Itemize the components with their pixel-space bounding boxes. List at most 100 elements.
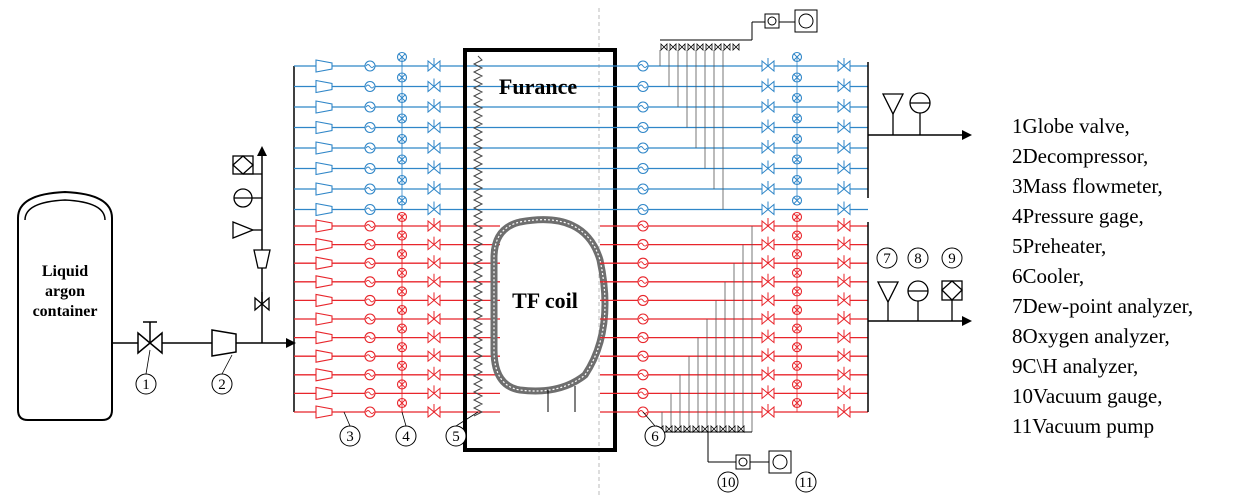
cooler-wave xyxy=(638,279,648,284)
vacuum-pump-icon xyxy=(768,450,792,474)
component-number-10: 10 xyxy=(717,471,739,493)
valve-icon xyxy=(710,425,718,433)
number-circle xyxy=(941,247,963,269)
coil-label: TF coil xyxy=(512,288,578,313)
vacuum-pump-rotor xyxy=(798,13,814,29)
flow-wave-icon xyxy=(365,125,375,130)
cooler-wave xyxy=(638,224,648,228)
lower-analyzers xyxy=(876,280,963,321)
number-label: 6 xyxy=(651,429,659,445)
number-label: 5 xyxy=(452,429,460,445)
legend-item-6: 6Cooler, xyxy=(1012,264,1084,288)
valve-icon xyxy=(696,43,704,51)
number-circle xyxy=(717,471,739,493)
valve-icon xyxy=(674,425,682,433)
gage-cross xyxy=(793,197,801,204)
flow-wave-icon xyxy=(365,187,375,191)
preheater-icon xyxy=(472,55,484,417)
component-number-5: 5 xyxy=(445,425,467,447)
valve-icon xyxy=(687,43,695,51)
vacuum-system-top xyxy=(660,9,818,51)
legend-item-7: 7Dew-point analyzer, xyxy=(1012,294,1193,318)
container-label-line2: argon xyxy=(45,283,85,300)
flow-wave-icon xyxy=(365,391,375,396)
leader-line xyxy=(221,354,233,375)
vacuum-pump-rotor xyxy=(772,454,788,470)
vacuum-system-bottom xyxy=(655,425,792,474)
legend-item-3: 3Mass flowmeter, xyxy=(1012,174,1163,198)
number-label: 11 xyxy=(799,475,813,491)
leader-line xyxy=(343,411,351,427)
number-label: 4 xyxy=(402,429,410,445)
decompressor-icon xyxy=(315,79,333,94)
vacuum-gauge-icon xyxy=(764,13,780,29)
cooler-wave xyxy=(638,261,648,266)
valve-icon xyxy=(714,43,722,51)
container-label-line1: Liquid xyxy=(42,263,88,280)
flow-wave-icon xyxy=(365,354,375,359)
vacuum-gauge-dial xyxy=(738,457,748,467)
cooler-wave xyxy=(638,317,648,321)
decompressor-icon xyxy=(315,405,333,419)
tf-coil: TF coil xyxy=(490,216,609,412)
vacuum-gauge-dial xyxy=(767,16,777,26)
ch-analyzer-icon xyxy=(941,280,963,301)
furnace-chamber: Furance xyxy=(463,48,617,452)
leader-line xyxy=(145,349,151,375)
decompressor-icon xyxy=(315,293,333,308)
flow-wave-icon xyxy=(365,242,375,247)
flow-wave-icon xyxy=(365,166,375,171)
flow-wave-icon xyxy=(365,317,375,321)
component-number-1: 1 xyxy=(135,373,157,395)
legend: 1Globe valve, 2Decompressor, 3Mass flowm… xyxy=(1012,114,1193,438)
cooler-wave xyxy=(638,207,648,212)
number-label: 9 xyxy=(948,251,956,267)
vacuum-gauge-icon xyxy=(735,454,751,470)
vacuum-pump-icon xyxy=(794,9,818,33)
legend-item-1: 1Globe valve, xyxy=(1012,114,1130,138)
legend-item-8: 8Oxygen analyzer, xyxy=(1012,324,1170,348)
legend-item-11: 11Vacuum pump xyxy=(1012,414,1154,438)
component-number-4: 4 xyxy=(395,425,417,447)
furnace-label: Furance xyxy=(499,74,577,99)
feed-branch-instruments xyxy=(232,155,271,312)
leader-line xyxy=(642,411,656,427)
component-number-11: 11 xyxy=(795,471,817,493)
number-label: 8 xyxy=(914,251,922,267)
valve-icon xyxy=(692,425,700,433)
decompressor-icon xyxy=(315,330,333,345)
flow-wave-icon xyxy=(365,261,375,266)
valve-icon xyxy=(723,43,731,51)
number-label: 2 xyxy=(218,377,226,393)
decompressor-icon xyxy=(315,368,333,382)
valve-icon xyxy=(678,43,686,51)
component-number-markers: 1 2 3 4 5 6 7 8 9 10 11 xyxy=(135,247,963,493)
dew-point-analyzer-icon xyxy=(876,281,900,304)
valve-icon xyxy=(732,43,740,51)
cooler-wave xyxy=(638,64,648,68)
legend-item-4: 4Pressure gage, xyxy=(1012,204,1144,228)
component-number-3: 3 xyxy=(339,425,361,447)
number-label: 7 xyxy=(883,251,891,267)
flow-wave-icon xyxy=(365,105,375,109)
component-number-7: 7 xyxy=(876,247,898,269)
decompressor-icon xyxy=(211,329,237,357)
number-label: 1 xyxy=(142,377,150,393)
valve-icon xyxy=(669,43,677,51)
decompressor-icon xyxy=(315,386,333,401)
valve-icon xyxy=(705,43,713,51)
valve-icon xyxy=(660,43,668,51)
flow-wave-icon xyxy=(365,279,375,284)
valve-icon xyxy=(719,425,727,433)
upper-analyzers xyxy=(881,92,931,135)
component-number-8: 8 xyxy=(907,247,929,269)
leader-line xyxy=(401,411,407,427)
cooler-wave xyxy=(638,335,648,340)
cooler-wave xyxy=(638,166,648,171)
cooler-wave xyxy=(638,84,648,89)
flow-wave-icon xyxy=(365,64,375,68)
component-number-2: 2 xyxy=(211,373,233,395)
outlet-manifolds xyxy=(867,62,972,412)
cooler-wave xyxy=(638,242,648,247)
decompressor-icon xyxy=(315,312,333,326)
